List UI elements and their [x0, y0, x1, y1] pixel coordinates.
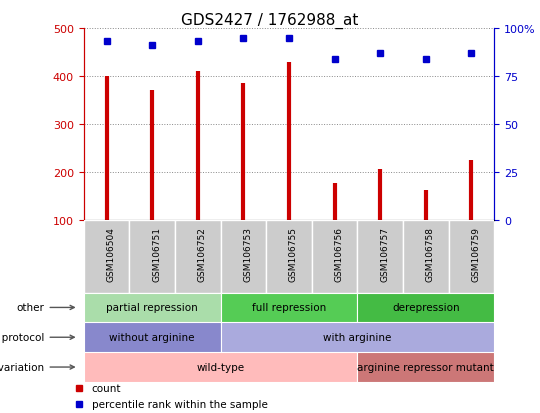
Bar [357, 352, 494, 382]
Text: full repression: full repression [252, 303, 326, 313]
Text: GSM106759: GSM106759 [471, 226, 480, 281]
Bar [266, 221, 312, 293]
Text: count: count [92, 383, 122, 393]
Bar [220, 293, 357, 323]
Bar [220, 323, 494, 352]
Bar [84, 323, 220, 352]
Text: GSM106752: GSM106752 [198, 226, 207, 281]
Bar [312, 221, 357, 293]
Text: partial repression: partial repression [106, 303, 198, 313]
Bar [220, 221, 266, 293]
Text: GSM106751: GSM106751 [152, 226, 161, 281]
Bar [129, 221, 175, 293]
Text: GSM106753: GSM106753 [244, 226, 252, 281]
Text: GSM106504: GSM106504 [106, 226, 116, 281]
Text: derepression: derepression [392, 303, 460, 313]
Bar [84, 221, 129, 293]
Text: arginine repressor mutant: arginine repressor mutant [357, 362, 494, 372]
Bar [84, 352, 357, 382]
Bar [449, 221, 494, 293]
Text: growth protocol: growth protocol [0, 332, 74, 342]
Bar [84, 293, 220, 323]
Text: genotype/variation: genotype/variation [0, 362, 74, 372]
Text: GSM106757: GSM106757 [380, 226, 389, 281]
Text: GSM106756: GSM106756 [334, 226, 343, 281]
Bar [357, 293, 494, 323]
Text: with arginine: with arginine [323, 332, 391, 342]
Text: wild-type: wild-type [197, 362, 245, 372]
Text: GSM106755: GSM106755 [289, 226, 298, 281]
Text: other: other [17, 303, 74, 313]
Text: GDS2427 / 1762988_at: GDS2427 / 1762988_at [181, 12, 359, 28]
Text: GSM106758: GSM106758 [426, 226, 435, 281]
Text: without arginine: without arginine [110, 332, 195, 342]
Bar [175, 221, 220, 293]
Bar [357, 221, 403, 293]
Text: percentile rank within the sample: percentile rank within the sample [92, 399, 268, 409]
Bar [403, 221, 449, 293]
